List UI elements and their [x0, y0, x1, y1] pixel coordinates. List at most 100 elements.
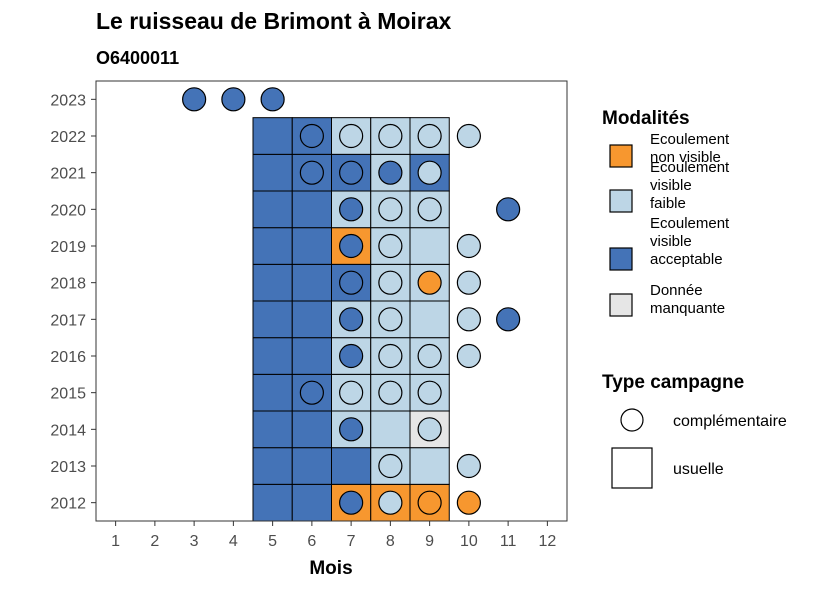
- points-layer: [182, 87, 521, 515]
- point-2019-7: [339, 233, 364, 259]
- legend-campagne-title: Type campagne: [602, 372, 744, 393]
- x-axis: 1 2 3 4 5 6 7 8 9 10 11 12: [111, 521, 556, 550]
- tile-2016-5: [252, 337, 293, 375]
- point-2012-9: [417, 490, 442, 515]
- x-tick-label-12: 12: [538, 533, 556, 550]
- tile-2017-9: [409, 300, 450, 339]
- point-2022-9: [417, 123, 442, 149]
- tile-2019-9: [409, 227, 450, 265]
- legend-label-nv-0: Ecoulement: [650, 131, 730, 148]
- point-2012-8: [378, 490, 403, 515]
- legend-key-va: [609, 247, 633, 271]
- point-2021-7: [339, 160, 364, 185]
- legend-label-vf-2: faible: [650, 195, 686, 212]
- point-2018-8: [378, 270, 403, 295]
- point-2022-8: [378, 123, 403, 149]
- y-tick-label-2015: 2015: [50, 386, 86, 403]
- tile-2013-9: [409, 447, 450, 485]
- y-tick-label-2018: 2018: [50, 276, 86, 293]
- chart-subtitle: O6400011: [96, 48, 179, 68]
- x-tick-label-7: 7: [347, 533, 356, 550]
- point-2017-7: [339, 307, 364, 332]
- point-2016-9: [417, 343, 442, 369]
- tile-2018-9: [409, 263, 450, 302]
- point-2018-7: [339, 270, 364, 295]
- legend-label-va-0: Ecoulement: [650, 215, 730, 232]
- point-2015-7: [339, 380, 364, 405]
- legend-label-vf-1: visible: [650, 177, 692, 194]
- point-2020-7: [339, 197, 364, 222]
- tile-2016-6: [291, 337, 332, 375]
- tile-2014-8: [370, 410, 411, 449]
- x-tick-label-3: 3: [190, 533, 199, 550]
- point-2014-7: [339, 417, 364, 442]
- y-tick-label-2013: 2013: [50, 459, 86, 476]
- legend-key-dm: [609, 293, 633, 317]
- point-2016-10: [456, 343, 481, 369]
- point-2021-8: [378, 160, 403, 185]
- point-2020-11: [496, 197, 521, 222]
- x-tick-label-11: 11: [500, 533, 517, 550]
- legend-key-nv: [609, 144, 633, 168]
- tile-2019-6: [291, 227, 332, 265]
- y-tick-label-2012: 2012: [50, 496, 86, 513]
- point-2014-9: [417, 417, 442, 442]
- legend-circle-key: [620, 408, 644, 432]
- point-2020-8: [378, 197, 403, 222]
- point-2015-6: [299, 380, 324, 405]
- point-2020-9: [417, 197, 442, 222]
- legend-square-key: [611, 447, 653, 489]
- legend-campagne: Type campagne complémentaire usuelle: [602, 372, 787, 489]
- x-tick-label-4: 4: [229, 533, 238, 550]
- point-2015-8: [378, 380, 403, 405]
- y-tick-label-2014: 2014: [50, 422, 86, 439]
- point-2022-6: [299, 123, 324, 149]
- y-tick-label-2019: 2019: [50, 239, 86, 256]
- plot-border: [95, 80, 568, 522]
- tile-2022-5: [252, 117, 293, 155]
- y-tick-label-2023: 2023: [50, 92, 86, 109]
- x-tick-label-8: 8: [386, 533, 395, 550]
- point-2019-10: [456, 233, 481, 259]
- tile-2013-7: [331, 447, 372, 485]
- tiles-layer: [252, 117, 450, 522]
- point-2016-7: [339, 343, 364, 369]
- tile-2020-5: [252, 190, 293, 229]
- tile-2017-5: [252, 300, 293, 339]
- x-axis-title: Mois: [309, 558, 352, 579]
- point-2018-10: [456, 270, 481, 295]
- point-2021-9: [417, 160, 442, 185]
- point-2017-11: [496, 307, 521, 332]
- point-2021-6: [299, 160, 324, 185]
- x-tick-label-9: 9: [425, 533, 434, 550]
- chart-title: Le ruisseau de Brimont à Moirax: [96, 8, 452, 34]
- legend-modalites-title: Modalités: [602, 108, 690, 129]
- y-tick-label-2017: 2017: [50, 312, 86, 329]
- point-2012-7: [339, 490, 364, 515]
- x-tick-label-1: 1: [111, 533, 120, 550]
- y-tick-label-2021: 2021: [50, 166, 86, 183]
- legend-campagne-label-circle: complémentaire: [673, 413, 787, 430]
- x-tick-label-10: 10: [460, 533, 478, 550]
- legend-label-va-1: visible: [650, 233, 692, 250]
- point-2017-10: [456, 307, 481, 332]
- point-2015-9: [417, 380, 442, 405]
- plot-area: 1 2 3 4 5 6 7 8 9 10 11 12 201220132014201520162017…: [50, 80, 568, 550]
- legend-label-dm-1: manquante: [650, 300, 725, 317]
- y-axis: 2012 2013 2014 2015 2016 2017 2018 2019 2020 2021…: [50, 92, 96, 513]
- point-2023-4: [221, 87, 246, 112]
- tile-2014-5: [252, 410, 293, 449]
- legend-campagne-label-square: usuelle: [673, 461, 724, 478]
- point-2019-8: [378, 233, 403, 259]
- legend-label-va-2: acceptable: [650, 251, 723, 268]
- point-2023-3: [182, 87, 207, 112]
- tile-2020-6: [291, 190, 332, 229]
- point-2013-10: [456, 453, 481, 479]
- tile-2017-6: [291, 300, 332, 339]
- x-tick-label-6: 6: [307, 533, 316, 550]
- legend-key-vf: [609, 189, 633, 213]
- tile-2021-5: [252, 153, 293, 192]
- point-2012-10: [456, 490, 481, 515]
- point-2022-10: [456, 123, 481, 149]
